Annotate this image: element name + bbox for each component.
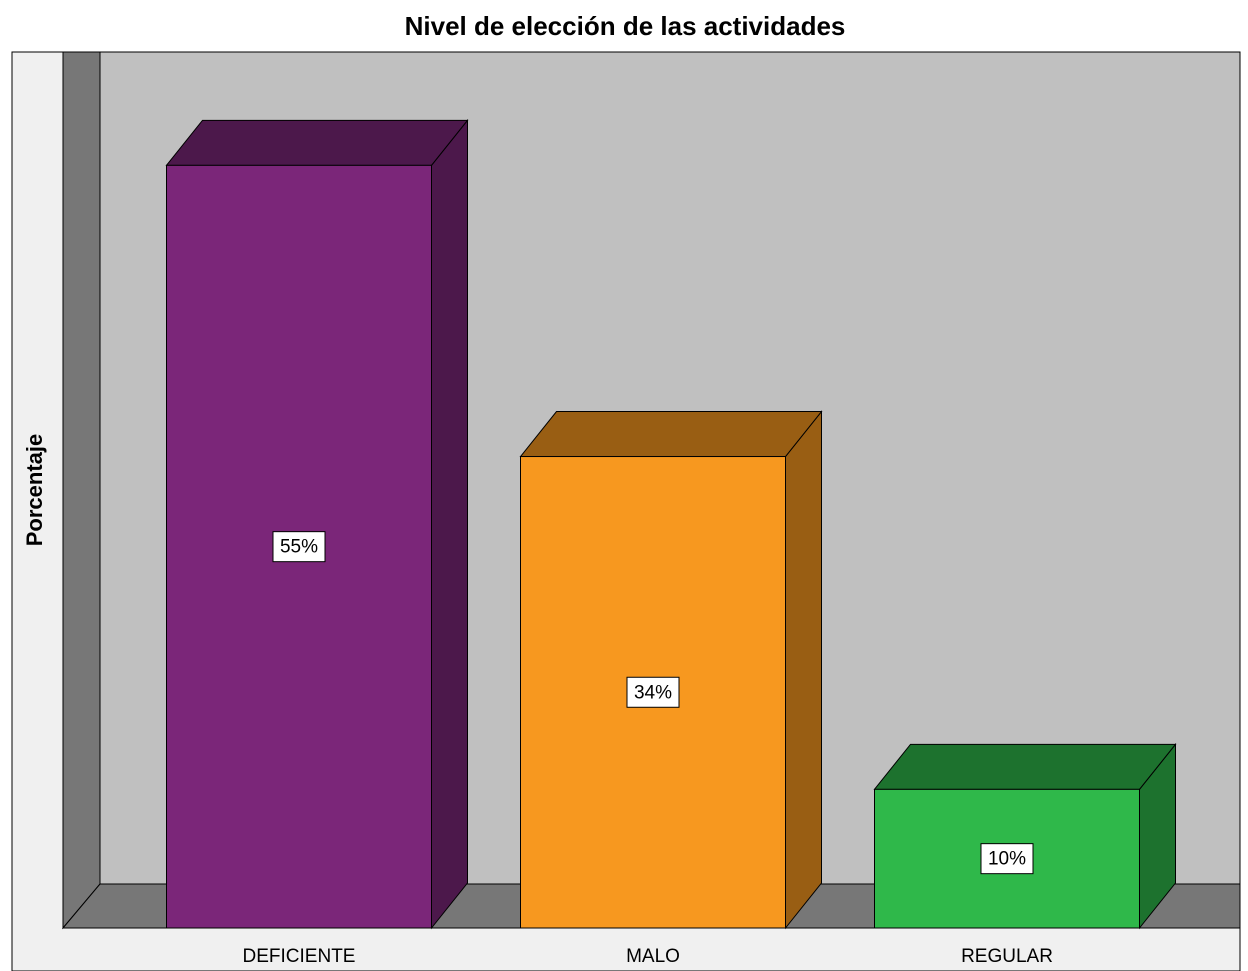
x-tick-label: REGULAR [961,946,1053,967]
bar [520,456,786,929]
x-tick-label: DEFICIENTE [243,946,356,967]
value-label-box [272,531,326,563]
value-label: 34% [634,682,672,703]
bar-top [873,743,1177,790]
bar-top [519,411,823,458]
y-axis-label: Porcentaje [22,434,47,547]
bar-top [165,119,469,166]
bar-side [431,118,468,930]
side-wall [62,51,101,930]
x-tick-label: MALO [626,946,680,967]
value-label-box [980,843,1034,875]
value-label: 10% [988,849,1026,870]
bar-side [785,410,822,930]
chart-title: Nivel de elección de las actividades [405,11,846,41]
value-label-box [626,676,680,708]
value-label: 55% [280,537,318,558]
